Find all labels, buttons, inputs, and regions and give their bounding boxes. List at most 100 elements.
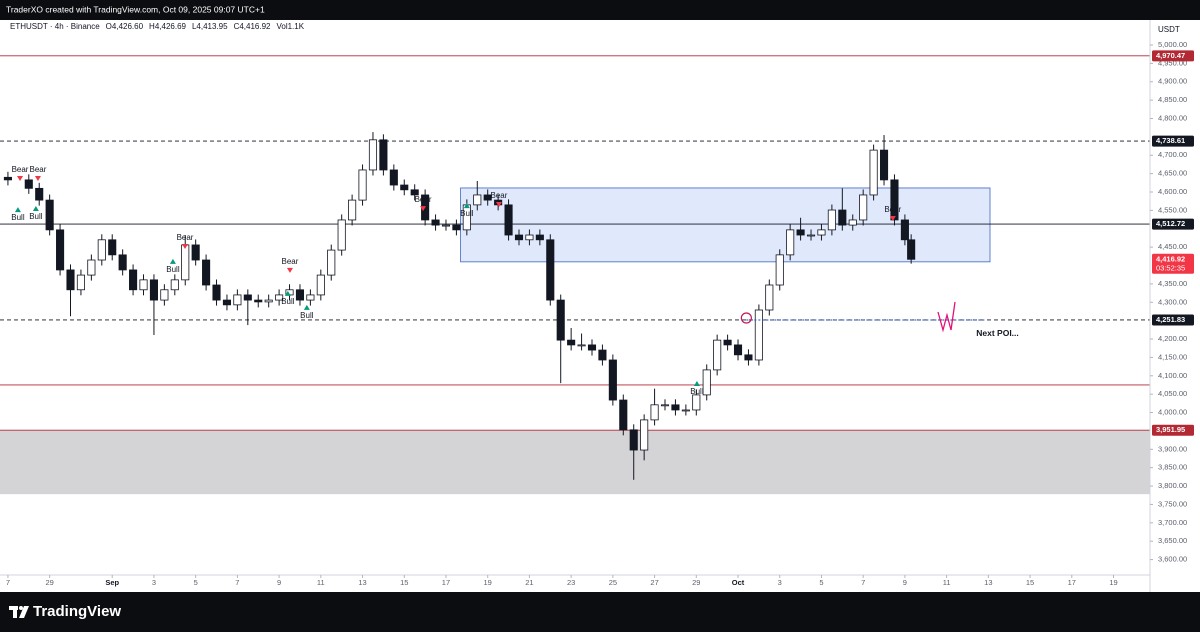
x-tick-label: 17	[1068, 578, 1076, 587]
x-tick-label: 23	[567, 578, 575, 587]
x-tick-label: 11	[317, 578, 325, 587]
candle-body	[907, 239, 916, 260]
y-tick-label: 3,850.00	[1158, 463, 1187, 472]
logo-shape	[13, 606, 17, 618]
candle-body	[671, 404, 680, 411]
candle-body	[337, 219, 346, 251]
candle-body	[327, 249, 336, 276]
y-tick-label: 4,450.00	[1158, 242, 1187, 251]
signal-label: Bull	[29, 212, 43, 221]
brand: TradingView	[33, 603, 121, 620]
candle-body	[879, 149, 889, 181]
candle-body	[577, 344, 586, 347]
signal-marker	[303, 304, 310, 310]
candle-body	[567, 339, 576, 346]
y-tick-label: 3,750.00	[1158, 499, 1187, 508]
signal-marker	[495, 202, 502, 208]
candle-body	[191, 244, 200, 261]
signal-label: Bull	[300, 311, 314, 320]
candle-body	[348, 199, 357, 221]
candle-body	[535, 234, 544, 241]
y-tick-label: 4,000.00	[1158, 408, 1187, 417]
candle-body	[452, 224, 461, 231]
y-tick-label: 4,650.00	[1158, 169, 1187, 178]
y-tick-label: 4,550.00	[1158, 205, 1187, 214]
x-tick-label: 7	[6, 578, 10, 587]
candle-body	[608, 359, 617, 401]
candle-body	[24, 179, 33, 189]
x-tick-label: Oct	[732, 578, 745, 587]
candle-body	[400, 184, 409, 191]
candle-body	[118, 254, 127, 271]
x-tick-label: 9	[903, 578, 907, 587]
x-tick-label: 3	[152, 578, 156, 587]
y-tick-label: 4,100.00	[1158, 371, 1187, 380]
x-tick-label: 29	[692, 578, 700, 587]
candle-body	[640, 419, 649, 451]
candle-body	[358, 169, 367, 201]
candle-body	[108, 239, 117, 256]
candle-body	[723, 339, 732, 346]
signal-marker	[32, 206, 39, 212]
price-tag	[1152, 50, 1194, 62]
y-tick-label: 4,300.00	[1158, 297, 1187, 306]
signal-label: Bull	[690, 387, 704, 396]
price-tag	[1152, 218, 1194, 230]
signal-marker	[169, 258, 176, 264]
price-tag	[1152, 135, 1194, 147]
candle-body	[181, 244, 190, 281]
candle-body	[254, 299, 263, 303]
y-tick-label: 3,600.00	[1158, 555, 1187, 564]
candle-body	[900, 219, 909, 241]
candle-body	[139, 279, 148, 291]
y-tick-label: 4,350.00	[1158, 279, 1187, 288]
price-tag	[1152, 253, 1194, 274]
price-tag-label: 4,416.92	[1156, 254, 1185, 263]
price-tag-label: 3,951.95	[1156, 425, 1185, 434]
candle-body	[431, 219, 440, 226]
y-tick-label: 4,850.00	[1158, 95, 1187, 104]
candle-body	[504, 204, 513, 236]
x-tick-label: 13	[358, 578, 366, 587]
candle-body	[754, 309, 763, 361]
signal-label: Bear	[281, 257, 298, 266]
price-tag-label: 4,738.61	[1156, 136, 1185, 145]
candle-body	[692, 394, 701, 411]
currency: USDT	[1158, 25, 1180, 34]
signal-label: Bear	[30, 165, 47, 174]
y-tick-label: 4,150.00	[1158, 352, 1187, 361]
y-tick-label: 4,050.00	[1158, 389, 1187, 398]
candle-body	[264, 299, 273, 303]
candle-body	[546, 239, 555, 301]
candle-body	[379, 139, 388, 171]
candle-body	[744, 354, 753, 361]
brand-logo	[9, 606, 29, 618]
signal-label: Bull	[460, 209, 474, 218]
y-tick-label: 4,600.00	[1158, 187, 1187, 196]
price-tag-label: 4,251.83	[1156, 315, 1185, 324]
candle-body	[733, 344, 743, 356]
candle-body	[45, 199, 54, 231]
top-bar	[0, 0, 1200, 20]
x-tick-label: 7	[861, 578, 865, 587]
signal-marker	[14, 207, 21, 213]
poi-label: Next POI...	[976, 328, 1019, 338]
logo-shape	[19, 606, 29, 618]
candle-body	[681, 409, 690, 412]
y-tick-label: 4,700.00	[1158, 150, 1187, 159]
ohlc-key: O	[106, 22, 112, 31]
candle-body	[97, 239, 106, 261]
x-tick-label: Sep	[105, 578, 119, 587]
candle-body	[702, 369, 711, 396]
candle-body	[848, 219, 857, 226]
x-tick-label: 5	[194, 578, 198, 587]
x-tick-label: 9	[277, 578, 281, 587]
candle-body	[713, 339, 722, 371]
ohlc-value: 4,426.69	[155, 22, 187, 31]
squiggle	[937, 301, 956, 333]
candle-body	[170, 279, 179, 291]
candle-body	[295, 289, 305, 301]
